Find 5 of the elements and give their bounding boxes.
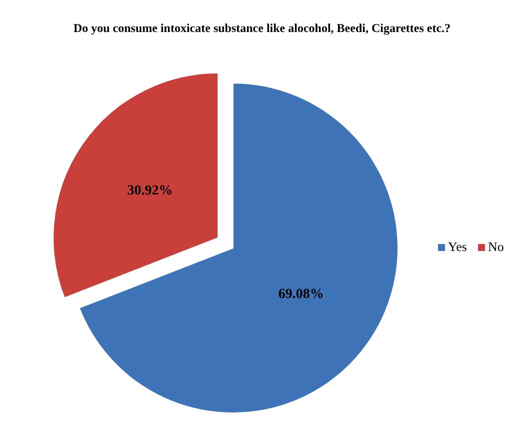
data-label: 30.92% <box>127 184 173 199</box>
legend-label: Yes <box>448 238 467 254</box>
chart-title: Do you consume intoxicate substance like alocohol, Beedi, Cigarettes etc.? <box>73 21 451 35</box>
data-label: 69.08% <box>278 286 324 302</box>
legend-label: No <box>488 238 504 254</box>
